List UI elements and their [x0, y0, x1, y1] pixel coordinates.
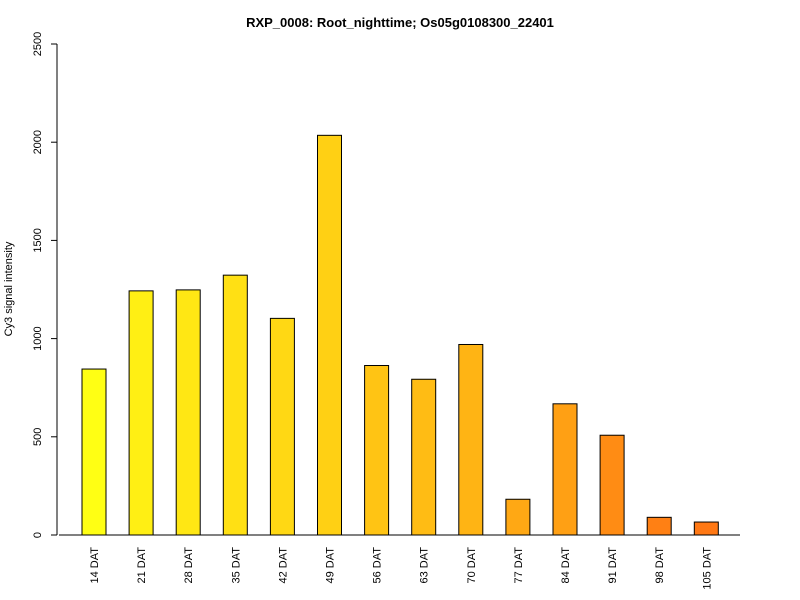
- x-tick-label: 49 DAT: [325, 547, 337, 584]
- x-tick-label: 70 DAT: [466, 547, 478, 584]
- x-tick-label: 28 DAT: [183, 547, 195, 584]
- y-tick-label: 0: [32, 532, 44, 538]
- bar: [599, 434, 625, 536]
- bar: [364, 365, 390, 536]
- bar: [175, 289, 201, 536]
- y-tick-label: 1500: [32, 228, 44, 252]
- bar: [81, 368, 107, 536]
- x-tick-label: 56 DAT: [372, 547, 384, 584]
- x-tick-label: 77 DAT: [513, 547, 525, 584]
- x-tick-label: 35 DAT: [230, 547, 242, 584]
- y-tick-label: 1000: [32, 326, 44, 350]
- x-tick-label: 105 DAT: [701, 547, 713, 590]
- bars: [81, 134, 719, 536]
- bar: [128, 290, 154, 536]
- x-tick-label: 63 DAT: [419, 547, 431, 584]
- bar: [317, 134, 342, 536]
- bar: [458, 343, 484, 536]
- x-tick-label: 84 DAT: [560, 547, 572, 584]
- x-tick-label: 98 DAT: [654, 547, 666, 584]
- y-axis-label: Cy3 signal intensity: [3, 241, 15, 336]
- y-axis: 0 500 1000 1500 2000 2500: [32, 32, 58, 538]
- chart-title: RXP_0008: Root_nighttime; Os05g0108300_2…: [246, 15, 554, 30]
- x-tick-label: 42 DAT: [277, 547, 289, 584]
- bar: [693, 521, 719, 536]
- bar: [505, 498, 531, 536]
- y-tick-label: 2500: [32, 32, 44, 56]
- bar: [222, 274, 248, 536]
- x-axis-tick-labels: 14 DAT 21 DAT 28 DAT 35 DAT 42 DAT 49 DAT 56 D…: [89, 547, 713, 590]
- x-tick-label: 91 DAT: [607, 547, 619, 584]
- x-tick-label: 14 DAT: [89, 547, 101, 584]
- bar: [411, 378, 437, 536]
- bar: [269, 317, 295, 536]
- bar: [646, 516, 672, 536]
- bar: [552, 403, 578, 536]
- y-tick-label: 2000: [32, 130, 44, 154]
- x-tick-label: 21 DAT: [136, 547, 148, 584]
- y-tick-label: 500: [32, 428, 44, 446]
